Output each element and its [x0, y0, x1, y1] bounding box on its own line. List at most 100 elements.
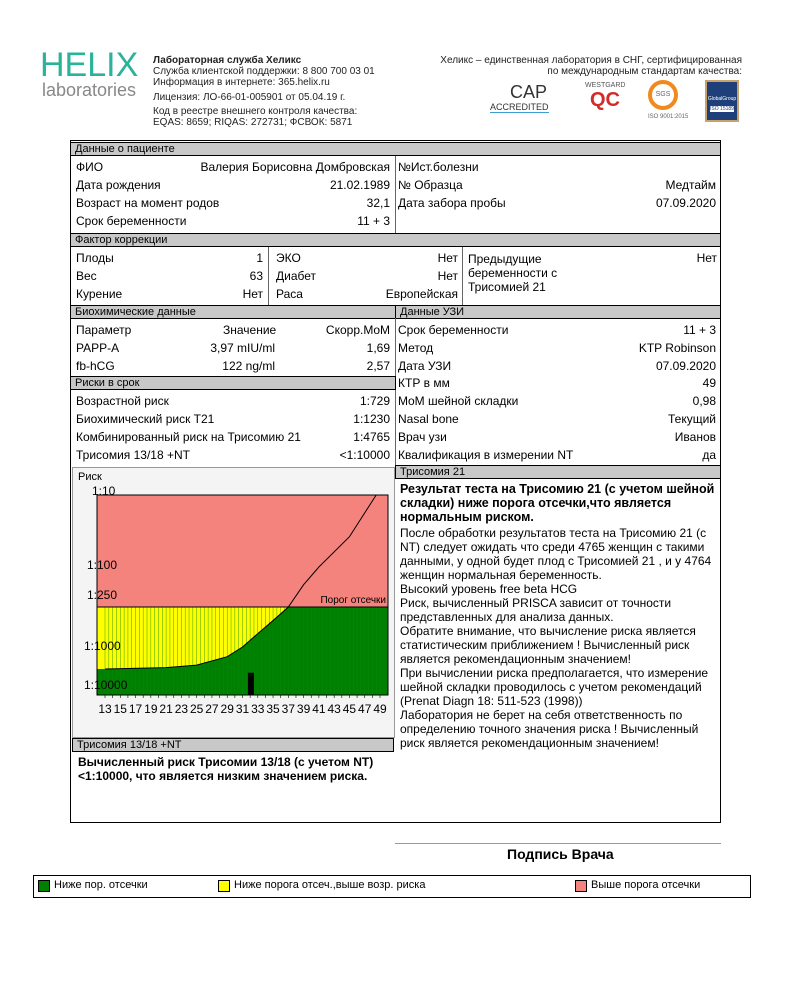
- globalgroup-badge: GlobalGroup ISO 15189: [705, 80, 739, 122]
- x-tick-label: 13: [98, 702, 112, 716]
- prev-trisomy-value: Нет: [696, 251, 717, 265]
- helix-logo-sub: laboratories: [42, 80, 137, 100]
- correction-value: 63: [249, 269, 263, 283]
- correction-value: 1: [256, 251, 263, 265]
- x-tick-label: 35: [266, 702, 280, 716]
- correction-value: Нет: [437, 269, 458, 283]
- risk-label: Биохимический риск T21: [76, 412, 215, 426]
- patient-value: 07.09.2020: [655, 196, 716, 210]
- us-label: Метод: [398, 340, 434, 355]
- x-tick-label: 15: [114, 702, 128, 716]
- prev-trisomy-label: Предыдущие беременности с Трисомией 21: [468, 252, 558, 294]
- legend-green-label: Ниже пор. отсечки: [54, 879, 148, 891]
- section-ultrasound: Данные УЗИ: [395, 305, 721, 319]
- risk-value: <1:10000: [339, 448, 390, 462]
- section-risks: Риски в срок: [70, 376, 396, 390]
- risk-label: Возрастной риск: [76, 394, 169, 408]
- threshold-label: Порог отсечки: [320, 595, 386, 606]
- us-label: КТР в мм: [398, 376, 450, 391]
- us-label: Срок беременности: [398, 323, 509, 337]
- x-tick-label: 29: [221, 702, 235, 716]
- correction-label: ЭКО: [276, 251, 301, 265]
- registry: Код в реестре внешнего контроля качества…: [153, 106, 358, 117]
- us-value: 0,98: [692, 394, 716, 409]
- correction-value: Нет: [437, 251, 458, 265]
- t21-conclusion: Результат теста на Трисомию 21 (с учетом…: [400, 482, 715, 524]
- report-frame: [70, 140, 721, 823]
- us-label: Дата УЗИ: [398, 358, 452, 373]
- us-label: MoM шейной складки: [398, 394, 519, 409]
- x-tick-label: 27: [205, 702, 219, 716]
- x-tick-label: 23: [175, 702, 189, 716]
- biochem-param: PAPP-A: [76, 341, 120, 355]
- section-patient: Данные о пациенте: [70, 142, 721, 156]
- t21-text: После обработки результатов теста на Три…: [400, 526, 712, 750]
- cert-line-1: Хеликс – единственная лаборатория в СНГ,…: [440, 55, 742, 66]
- patient-marker: [247, 672, 254, 695]
- patient-label: ФИО: [76, 160, 104, 174]
- risk-value: 1:729: [359, 394, 390, 408]
- us-value: Текущий: [668, 412, 716, 426]
- us-value: 11 + 3: [683, 323, 716, 337]
- legend-red-swatch: [575, 880, 587, 892]
- us-value: да: [702, 447, 716, 462]
- x-tick-label: 39: [297, 702, 311, 716]
- x-tick-label: 43: [327, 702, 341, 716]
- patient-value: Валерия Борисовна Домбровская: [200, 160, 390, 174]
- patient-value: 11 + 3: [357, 214, 390, 228]
- correction-label: Раса: [276, 287, 303, 301]
- us-label: Nasal bone: [398, 412, 459, 426]
- t1318-text: Вычисленный риск Трисомии 13/18 (с учето…: [78, 755, 374, 783]
- patient-label: Срок беременности: [76, 214, 187, 228]
- cert-line-2: по международным стандартам качества:: [547, 66, 742, 77]
- legend-green-swatch: [38, 880, 50, 892]
- correction-label: Диабет: [276, 269, 317, 283]
- sgs-badge: SGS: [648, 80, 678, 110]
- correction-label: Курение: [76, 287, 123, 301]
- section-correction: Фактор коррекции: [70, 233, 721, 247]
- above-threshold-zone: [96, 494, 389, 608]
- helix-logo: HELIX: [40, 46, 139, 84]
- x-tick-label: 17: [129, 702, 143, 716]
- y-tick-label: 1:10: [92, 484, 116, 498]
- age-risk-curve: [104, 494, 377, 670]
- x-tick-label: 31: [236, 702, 250, 716]
- us-value: Иванов: [674, 429, 716, 444]
- patient-label: Дата рождения: [76, 178, 161, 192]
- lab-name: Лабораторная служба Хеликс: [153, 55, 302, 66]
- patient-label: Дата забора пробы: [398, 196, 506, 210]
- x-tick-label: 21: [159, 702, 173, 716]
- patient-label: №Ист.болезни: [398, 160, 479, 174]
- y-tick-label: 1:10000: [84, 678, 128, 692]
- x-tick-label: 47: [358, 702, 372, 716]
- section-biochem: Биохимические данные: [70, 305, 396, 319]
- us-value: KTP Robinson: [638, 340, 716, 355]
- website-info: Информация в интернете: 365.helix.ru: [153, 77, 330, 88]
- y-tick-label: 1:250: [87, 588, 117, 602]
- risk-label: Трисомия 13/18 +NT: [76, 448, 190, 462]
- legend-yellow-swatch: [218, 880, 230, 892]
- y-tick-label: 1:1000: [84, 639, 121, 653]
- x-tick-label: 25: [190, 702, 204, 716]
- biochem-value: 3,97 mIU/ml: [210, 341, 275, 355]
- registry-codes: EQAS: 8659; RIQAS: 272731; ФСВОК: 5871: [153, 117, 353, 128]
- x-tick-label: 41: [312, 702, 326, 716]
- biochem-header: Скорр.MoM: [325, 323, 390, 337]
- risk-label: Комбинированный риск на Трисомию 21: [76, 430, 301, 444]
- correction-value: Европейская: [385, 287, 458, 301]
- correction-value: Нет: [242, 287, 263, 301]
- x-tick-label: 45: [343, 702, 357, 716]
- biochem-param: fb-hCG: [76, 359, 115, 373]
- biochem-header: Значение: [223, 323, 277, 337]
- westgard-qc-badge: WESTGARD QC: [585, 82, 626, 111]
- x-tick-label: 49: [373, 702, 387, 716]
- section-t1318: Трисомия 13/18 +NT: [72, 738, 394, 752]
- us-value: 49: [702, 376, 716, 391]
- patient-label: № Образца: [398, 178, 463, 192]
- correction-label: Плоды: [76, 251, 114, 265]
- x-tick-label: 37: [282, 702, 296, 716]
- y-tick-label: 1:100: [87, 558, 117, 572]
- iso-label: ISO 9001:2015: [648, 114, 689, 120]
- risk-value: 1:4765: [353, 430, 390, 444]
